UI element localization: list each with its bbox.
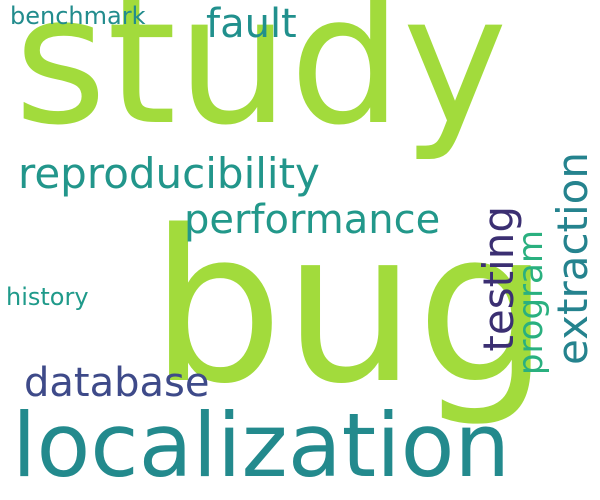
word-study: study [14, 0, 508, 164]
word-benchmark: benchmark [10, 2, 146, 30]
word-extraction: extraction [548, 152, 597, 365]
word-bug: bug [150, 185, 550, 430]
word-history: history [6, 283, 89, 311]
word-fault: fault [206, 1, 297, 47]
word-localization: localization [12, 394, 511, 497]
word-program: program [511, 230, 551, 376]
word-reproducibility: reproducibility [18, 149, 320, 198]
word-performance: performance [184, 197, 441, 243]
word-database: database [24, 360, 210, 406]
